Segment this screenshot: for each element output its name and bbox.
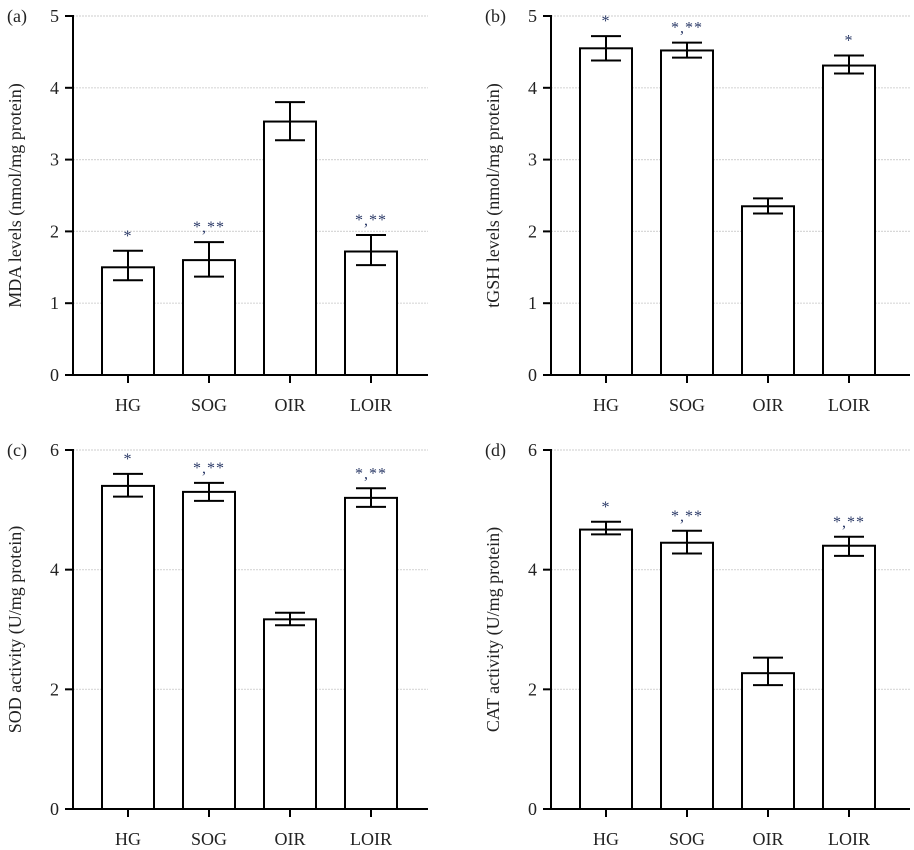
y-tick-label: 2 [50,679,59,699]
bar-hg [579,528,633,810]
x-tick-label: LOIR [350,395,392,415]
significance-marker: *,** [355,465,387,482]
significance-marker: * [845,32,854,49]
bar-loir [822,544,876,810]
y-tick-label: 2 [528,221,537,241]
y-tick-label: 3 [50,150,59,170]
x-tick-label: OIR [275,395,306,415]
significance-marker: *,** [355,212,387,229]
bar-hg [101,266,155,376]
bar-oir [741,672,795,811]
y-tick-label: 5 [528,6,537,26]
x-tick-label: OIR [275,829,306,849]
x-tick-label: LOIR [828,829,870,849]
significance-marker: * [602,13,611,30]
y-tick-label: 6 [50,440,59,460]
y-tick-label: 0 [50,799,59,819]
x-tick-label: HG [115,829,141,849]
bar-sog [182,259,236,376]
chart-panel-a: 0 1 2 3 4 5 (a) MDA levels (nmol/mg protein) HG *… [5,6,428,415]
bar-loir [344,496,398,810]
chart-panel-c: 0 2 4 6 (c) SOD activity (U/mg protein) HG * SOG… [5,440,428,849]
bar-sog [660,49,714,377]
x-tick-label: SOG [669,829,705,849]
y-tick-label: 1 [50,293,59,313]
significance-marker: * [602,499,611,516]
significance-marker: *,** [671,20,703,37]
chart-panel-b: 0 1 2 3 4 5 (b) tGSH levels (nmol/mg protein) HG… [483,6,910,415]
significance-marker: *,** [671,508,703,525]
x-tick-label: HG [115,395,141,415]
significance-marker: * [124,228,133,245]
y-tick-label: 4 [50,560,59,580]
y-axis-label: SOD activity (U/mg protein) [5,526,26,733]
bar-loir [822,64,876,377]
y-tick-label: 2 [50,221,59,241]
x-tick-label: OIR [753,829,784,849]
chart-panel-d: 0 2 4 6 (d) CAT activity (U/mg protein) HG * SOG… [483,440,910,849]
y-tick-label: 6 [528,440,537,460]
y-tick-label: 2 [528,679,537,699]
x-tick-label: LOIR [350,829,392,849]
y-tick-label: 0 [528,799,537,819]
bar-sog [660,541,714,810]
significance-marker: *,** [193,460,225,477]
significance-marker: * [124,451,133,468]
bar-hg [101,484,155,810]
bar-hg [579,47,633,377]
x-tick-label: SOG [669,395,705,415]
y-tick-label: 0 [528,365,537,385]
x-tick-label: OIR [753,395,784,415]
x-tick-label: HG [593,829,619,849]
y-tick-label: 1 [528,293,537,313]
bar-loir [344,250,398,376]
y-axis-label: CAT activity (U/mg protein) [483,527,504,732]
bar-oir [263,618,317,810]
y-tick-label: 4 [528,78,537,98]
bar-sog [182,490,236,810]
y-tick-label: 4 [50,78,59,98]
x-tick-label: SOG [191,395,227,415]
x-tick-label: HG [593,395,619,415]
bar-oir [263,120,317,376]
panel-label: (c) [7,440,27,461]
panel-label: (d) [485,440,506,461]
significance-marker: *,** [833,514,865,531]
y-tick-label: 0 [50,365,59,385]
significance-marker: *,** [193,219,225,236]
y-tick-label: 4 [528,560,537,580]
panel-label: (b) [485,6,506,27]
y-tick-label: 5 [50,6,59,26]
y-axis-label: MDA levels (nmol/mg protein) [5,83,26,307]
x-tick-label: SOG [191,829,227,849]
y-axis-label: tGSH levels (nmol/mg protein) [483,83,504,307]
bar-oir [741,205,795,376]
panel-label: (a) [7,6,27,27]
y-tick-label: 3 [528,150,537,170]
x-tick-label: LOIR [828,395,870,415]
